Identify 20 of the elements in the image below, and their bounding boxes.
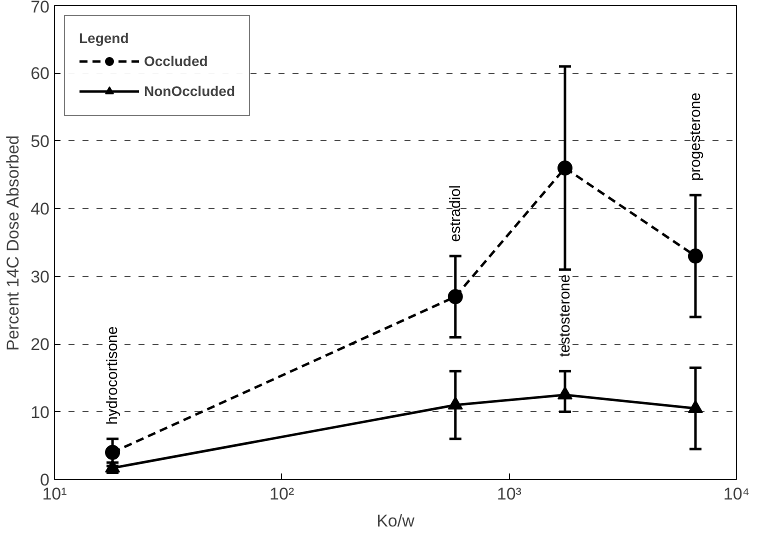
x-tick-label: 10⁴	[723, 484, 750, 504]
x-axis-title: Ko/w	[376, 512, 416, 530]
y-tick-label: 50	[30, 132, 50, 151]
annotation: testosterone	[556, 274, 574, 357]
y-tick-label: 40	[30, 200, 50, 219]
y-tick-label: 30	[30, 267, 50, 286]
annotation: hydrocortisone	[104, 326, 122, 425]
annotation: progesterone	[686, 92, 704, 181]
legend-label: NonOccluded	[144, 83, 236, 99]
y-tick-label: 60	[30, 64, 50, 84]
y-tick-label: 20	[30, 335, 50, 354]
legend-label: Occluded	[144, 53, 208, 69]
x-tick-label: 10²	[270, 484, 294, 504]
y-tick-label: 10	[30, 402, 50, 422]
x-tick-label: 10¹	[42, 484, 68, 504]
y-axis-title: Percent 14C Dose Absorbed	[4, 135, 23, 351]
legend-title: Legend	[79, 30, 130, 46]
x-tick-label: 10³	[496, 484, 522, 504]
y-tick-label: 70	[30, 0, 50, 16]
annotation: estradiol	[446, 185, 464, 242]
